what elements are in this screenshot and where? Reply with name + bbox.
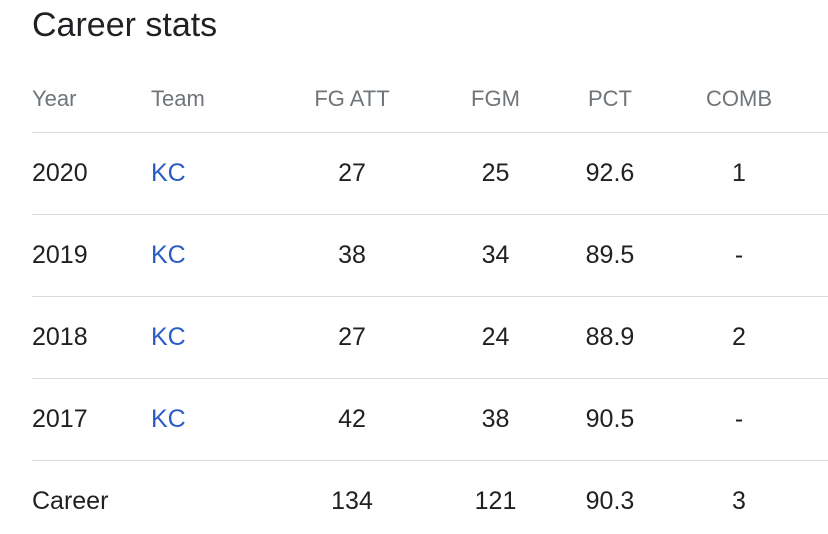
comb-cell: - (672, 214, 806, 297)
fgm-cell: 34 (443, 214, 548, 297)
year-cell: 2017 (32, 378, 151, 461)
pct-cell: 90.5 (548, 378, 672, 461)
fgm-cell: 24 (443, 296, 548, 379)
row-spacer (806, 132, 828, 215)
table-header-row: Year Team FG ATT FGM PCT COMB (32, 66, 828, 133)
year-cell: 2018 (32, 296, 151, 379)
team-link[interactable]: KC (151, 159, 186, 187)
row-spacer (806, 461, 828, 534)
pct-cell: 89.5 (548, 214, 672, 297)
row-spacer (806, 214, 828, 297)
team-link[interactable]: KC (151, 405, 186, 433)
year-cell: 2020 (32, 132, 151, 215)
table-row: 2017 KC 42 38 90.5 - (32, 378, 828, 461)
column-header-pct: PCT (548, 66, 672, 133)
pct-cell: 92.6 (548, 132, 672, 215)
comb-total: 3 (732, 487, 746, 515)
fg-att-cell: 27 (261, 296, 443, 379)
career-total-row: Career 134 121 90.3 3 (32, 461, 828, 534)
year-cell: 2019 (32, 214, 151, 297)
team-cell-empty (151, 461, 261, 534)
table-row: 2019 KC 38 34 89.5 - (32, 214, 828, 297)
comb-cell: 1 (672, 132, 806, 215)
fg-att-cell: 27 (261, 132, 443, 215)
section-title: Career stats (32, 6, 218, 44)
fg-att-total: 134 (331, 487, 373, 515)
fgm-cell: 38 (443, 378, 548, 461)
career-stats-table: Year Team FG ATT FGM PCT COMB 2020 KC 27… (32, 66, 828, 534)
row-spacer (806, 378, 828, 461)
table-row: 2020 KC 27 25 92.6 1 (32, 132, 828, 215)
row-spacer (806, 296, 828, 379)
pct-total: 90.3 (585, 487, 635, 515)
team-link[interactable]: KC (151, 241, 186, 269)
fgm-cell: 25 (443, 132, 548, 215)
pct-cell: 88.9 (548, 296, 672, 379)
team-cell: KC (151, 296, 261, 379)
team-link[interactable]: KC (151, 323, 186, 351)
comb-cell: - (672, 378, 806, 461)
team-cell: KC (151, 214, 261, 297)
column-spacer (806, 66, 828, 133)
team-cell: KC (151, 132, 261, 215)
comb-cell: 2 (672, 296, 806, 379)
column-header-fgm: FGM (443, 66, 548, 133)
fg-att-cell: 42 (261, 378, 443, 461)
column-header-team: Team (151, 66, 261, 133)
table-row: 2018 KC 27 24 88.9 2 (32, 296, 828, 379)
fgm-total: 121 (474, 487, 517, 515)
column-header-comb: COMB (672, 66, 806, 133)
column-header-year: Year (32, 66, 151, 133)
team-cell: KC (151, 378, 261, 461)
career-label: Career (32, 487, 109, 515)
fg-att-cell: 38 (261, 214, 443, 297)
column-header-fg-att: FG ATT (261, 66, 443, 133)
